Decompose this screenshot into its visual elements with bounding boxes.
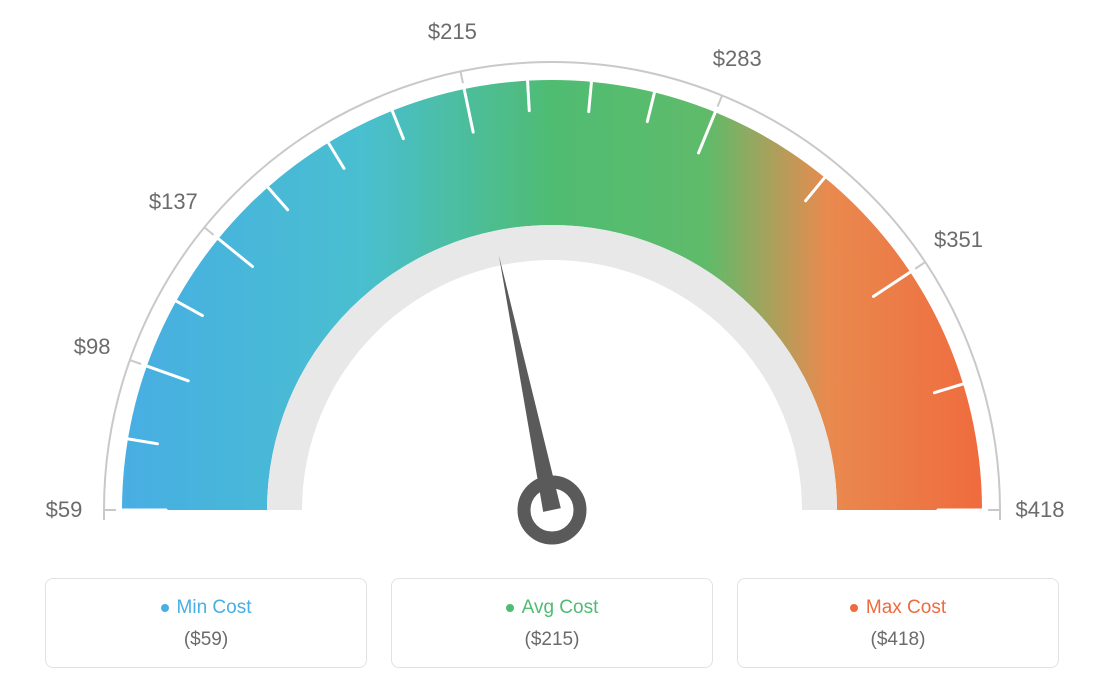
gauge-tick-label: $137 [149, 189, 198, 215]
legend-title-max: Max Cost [850, 597, 946, 619]
legend-card-min: Min Cost ($59) [45, 578, 367, 668]
dot-icon [506, 604, 514, 612]
legend-value-max: ($418) [748, 629, 1048, 651]
gauge-tick-label: $98 [74, 334, 111, 360]
legend-title-text: Min Cost [177, 597, 252, 619]
cost-gauge-container: $59 $98 $137 $215 $283 $351 $418 Min Cost ($59… [0, 0, 1104, 690]
legend-title-avg: Avg Cost [506, 597, 599, 619]
dot-icon [850, 604, 858, 612]
legend-title-min: Min Cost [161, 597, 252, 619]
gauge-tick-label: $59 [46, 497, 83, 523]
legend-title-text: Avg Cost [522, 597, 599, 619]
legend: Min Cost ($59) Avg Cost ($215) Max Cost … [45, 578, 1059, 668]
legend-title-text: Max Cost [866, 597, 946, 619]
legend-value-min: ($59) [56, 629, 356, 651]
gauge-tick-label: $418 [1016, 497, 1065, 523]
legend-card-max: Max Cost ($418) [737, 578, 1059, 668]
legend-value-avg: ($215) [402, 629, 702, 651]
gauge: $59 $98 $137 $215 $283 $351 $418 [0, 0, 1104, 560]
dot-icon [161, 604, 169, 612]
gauge-tick-label: $351 [934, 227, 983, 253]
gauge-tick-label: $283 [713, 46, 762, 72]
legend-card-avg: Avg Cost ($215) [391, 578, 713, 668]
gauge-svg [0, 0, 1104, 560]
gauge-tick-label: $215 [428, 19, 477, 45]
